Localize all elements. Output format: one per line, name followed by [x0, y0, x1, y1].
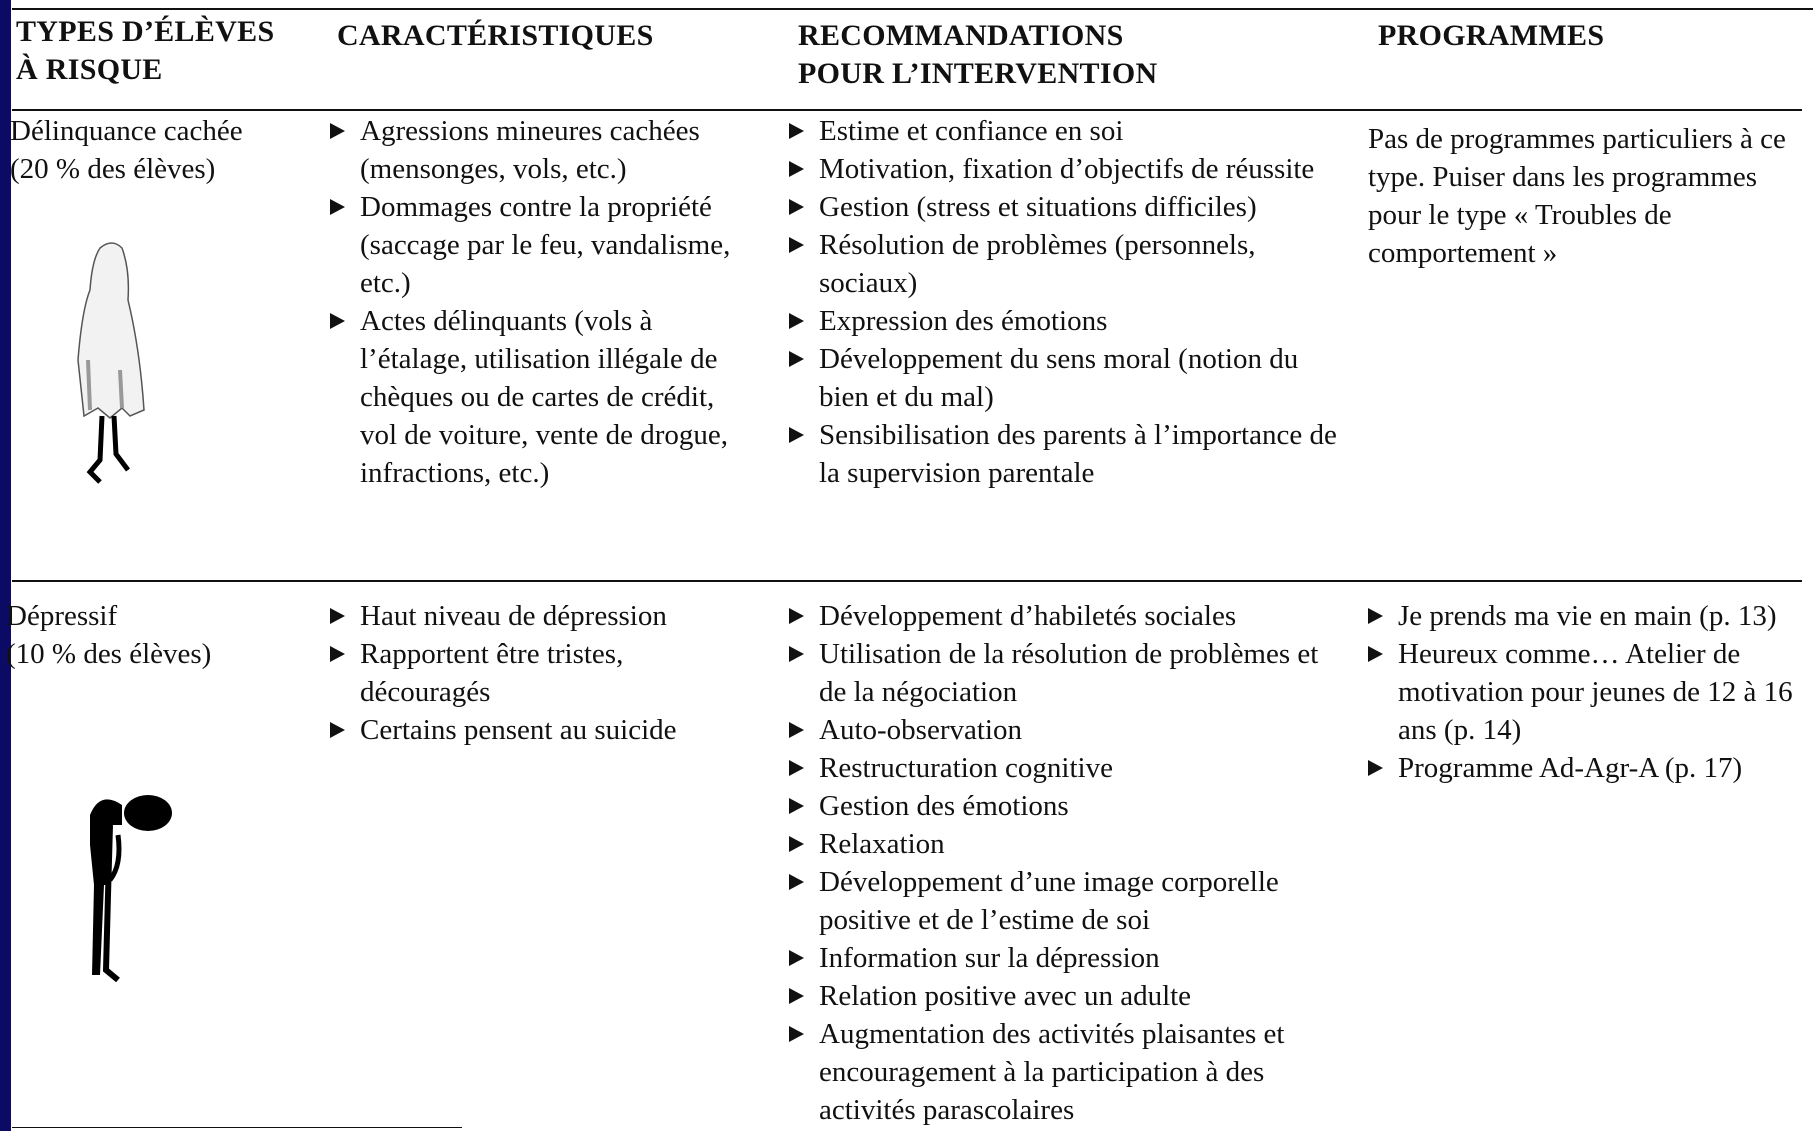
characteristics: Haut niveau de dépression Rapportent être… [328, 597, 758, 749]
risk-type: Délinquance cachée (20 % des élèves) [10, 112, 310, 188]
characteristics-item: Agressions mineures cachées (mensonges, … [328, 112, 758, 188]
type-share: (10 % des élèves) [6, 638, 212, 670]
recommendations-item: Restructuration cognitive [787, 749, 1347, 787]
header-line: POUR L’INTERVENTION [798, 57, 1158, 90]
recommendations-item: Utilisation de la résolution de problème… [787, 635, 1347, 711]
recommendations: Développement d’habiletés sociales Utilis… [787, 597, 1347, 1129]
rule [12, 1127, 462, 1128]
recommendations-item: Relaxation [787, 825, 1347, 863]
recommendations-item: Gestion des émotions [787, 787, 1347, 825]
recommendations-item: Expression des émotions [787, 302, 1347, 340]
programs-item: Heureux comme… Atelier de motivation pou… [1366, 635, 1806, 749]
rule [12, 8, 1813, 10]
characteristics-item: Rapportent être tristes, découragés [328, 635, 758, 711]
column-header: PROGRAMMES [1378, 17, 1604, 55]
recommendations-item: Relation positive avec un adulte [787, 977, 1347, 1015]
programs: Je prends ma vie en main (p. 13) Heureux … [1366, 597, 1806, 787]
type-share: (20 % des élèves) [10, 153, 216, 185]
recommendations-item: Développement du sens moral (notion du b… [787, 340, 1347, 416]
characteristics-item: Actes délinquants (vols à l’étalage, uti… [328, 302, 758, 492]
characteristics: Agressions mineures cachées (mensonges, … [328, 112, 758, 492]
type-name: Délinquance cachée [10, 115, 243, 147]
left-edge [0, 0, 11, 1131]
type-name: Dépressif [6, 600, 118, 632]
header-line: RECOMMANDATIONS [798, 19, 1124, 52]
recommendations-item: Auto-observation [787, 711, 1347, 749]
programs: Pas de programmes particuliers à ce type… [1368, 123, 1786, 269]
header-line: CARACTÉRISTIQUES [337, 19, 654, 52]
recommendations-item: Développement d’habiletés sociales [787, 597, 1347, 635]
column-header: TYPES D’ÉLÈVES À RISQUE [16, 13, 274, 89]
depressed-figure [90, 795, 172, 983]
programs-item: Je prends ma vie en main (p. 13) [1366, 597, 1806, 635]
programs-item: Programme Ad-Agr-A (p. 17) [1366, 749, 1806, 787]
characteristics-item: Certains pensent au suicide [328, 711, 758, 749]
characteristics-item: Haut niveau de dépression [328, 597, 758, 635]
recommendations-item: Sensibilisation des parents à l’importan… [787, 416, 1347, 492]
header-line: À RISQUE [16, 53, 163, 86]
column-header: CARACTÉRISTIQUES [337, 17, 654, 55]
characteristics-item: Dommages contre la propriété (saccage pa… [328, 188, 758, 302]
rule [12, 580, 1802, 582]
rule [12, 109, 1802, 111]
recommendations-item: Motivation, fixation d’objectifs de réus… [787, 150, 1347, 188]
recommendations-item: Développement d’une image corporelle pos… [787, 863, 1347, 939]
recommendations-item: Résolution de problèmes (personnels, soc… [787, 226, 1347, 302]
recommendations-item: Gestion (stress et situations difficiles… [787, 188, 1347, 226]
recommendations: Estime et confiance en soi Motivation, fi… [787, 112, 1347, 492]
recommendations-item: Estime et confiance en soi [787, 112, 1347, 150]
ghost-figure [77, 242, 145, 484]
recommendations-item: Information sur la dépression [787, 939, 1347, 977]
column-header: RECOMMANDATIONS POUR L’INTERVENTION [798, 17, 1157, 93]
header-line: PROGRAMMES [1378, 19, 1605, 52]
header-line: TYPES D’ÉLÈVES [16, 15, 275, 48]
recommendations-item: Augmentation des activités plaisantes et… [787, 1015, 1347, 1129]
risk-type: Dépressif (10 % des élèves) [6, 597, 306, 673]
